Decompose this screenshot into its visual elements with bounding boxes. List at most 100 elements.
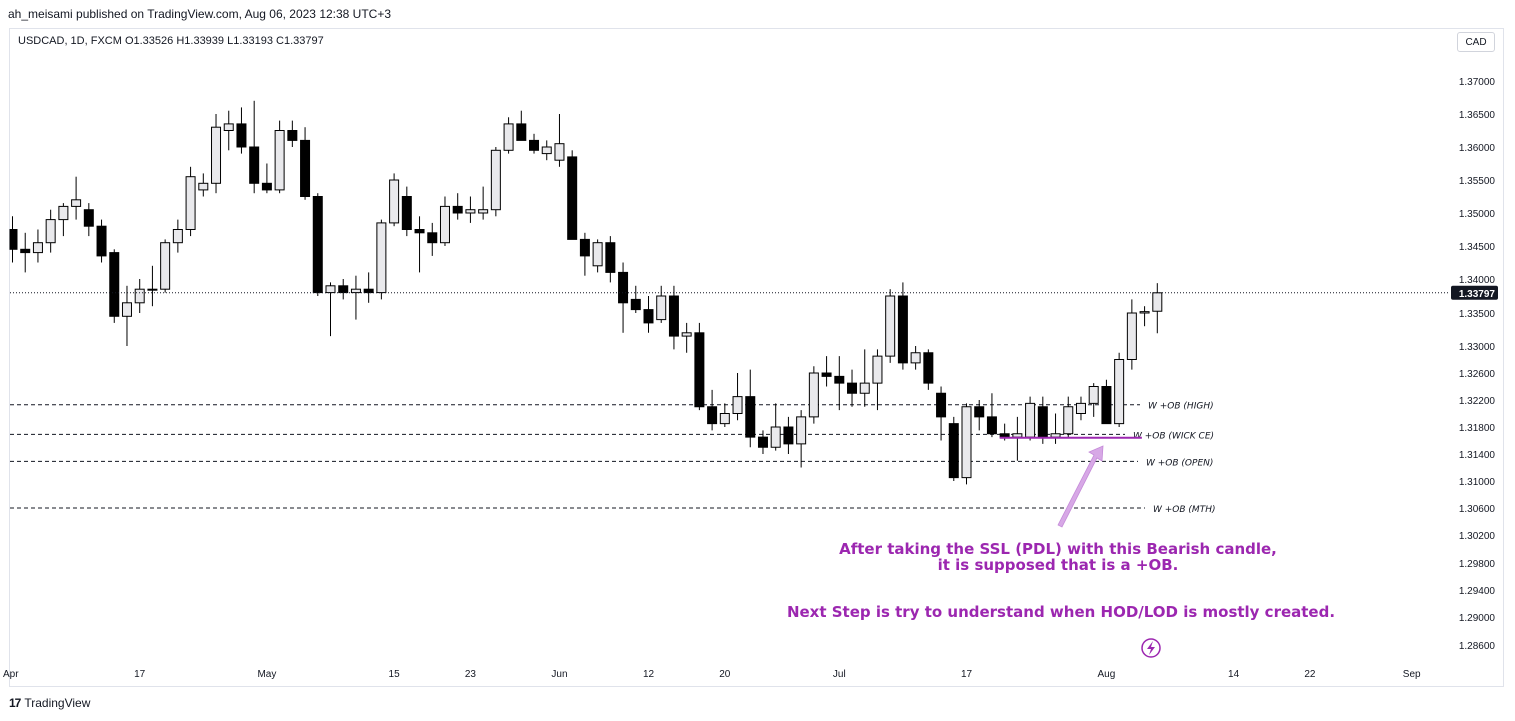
candle-body: [274, 130, 285, 191]
price-tick-label: 1.36000: [1459, 143, 1496, 154]
tradingview-logo-icon: 17: [9, 696, 21, 710]
candle-body: [999, 433, 1010, 438]
candle-body: [707, 406, 718, 425]
time-tick-label: 12: [643, 669, 655, 680]
candle-body: [872, 355, 883, 384]
candle-body: [109, 252, 120, 317]
candle: [516, 110, 527, 141]
candle-body: [96, 225, 107, 257]
candle-body: [1126, 312, 1137, 360]
candle-body: [1037, 406, 1048, 438]
candle-body: [656, 295, 667, 321]
candle-body: [618, 271, 629, 304]
candle: [312, 193, 323, 296]
price-tick-label: 1.29400: [1459, 586, 1496, 597]
price-tick-label: 1.29800: [1459, 559, 1496, 570]
candle-body: [732, 396, 743, 414]
candle: [363, 272, 374, 303]
candle-body: [376, 222, 387, 294]
candle-body: [694, 332, 705, 408]
price-tick-label: 1.28600: [1459, 641, 1496, 652]
candle-body: [821, 372, 832, 377]
candle: [414, 216, 425, 273]
candle: [1101, 379, 1112, 425]
price-tick-label: 1.29000: [1459, 613, 1496, 624]
candle-body: [478, 209, 489, 214]
candle-body: [300, 139, 311, 197]
candle: [808, 366, 819, 424]
candles: [9, 100, 1163, 485]
candle: [134, 279, 145, 313]
candle: [147, 265, 158, 307]
time-tick-label: 23: [465, 669, 477, 680]
candle: [936, 386, 947, 441]
tradingview-logo[interactable]: 17 TradingView: [9, 696, 90, 710]
candle: [1037, 396, 1048, 444]
candle: [71, 176, 82, 220]
time-tick-label: 22: [1304, 669, 1316, 680]
time-tick-label: 14: [1228, 669, 1240, 680]
price-tick-label: 1.34000: [1459, 275, 1496, 286]
candle-body: [770, 426, 781, 448]
candle-body: [211, 126, 222, 184]
candle: [452, 193, 463, 220]
candle-body: [83, 209, 94, 227]
candle-body: [325, 285, 336, 294]
lightning-icon: [1141, 638, 1161, 658]
level-label: W +OB (OPEN): [1146, 458, 1213, 468]
candle: [1075, 396, 1086, 421]
candle-body: [757, 436, 768, 448]
candle-body: [160, 242, 171, 290]
overlays: After taking the SSL (PDL) with this Bea…: [10, 292, 1448, 658]
candle-body: [261, 182, 272, 191]
candle-body: [9, 229, 18, 250]
candle-body: [936, 392, 947, 418]
candle: [287, 120, 298, 147]
annotation-text: After taking the SSL (PDL) with this Bea…: [839, 540, 1277, 558]
candle: [961, 403, 972, 485]
chart-frame: [9, 28, 1504, 687]
tradingview-logo-text: TradingView: [24, 696, 91, 710]
candle: [910, 346, 921, 370]
candle: [109, 249, 120, 323]
candle: [554, 114, 565, 167]
candle: [338, 279, 349, 300]
candle-body: [885, 295, 896, 357]
candle-body: [1075, 402, 1086, 414]
candle: [350, 275, 361, 320]
candle-body: [58, 205, 69, 221]
level-label: W +OB (WICK CE): [1133, 431, 1214, 441]
candle-body: [147, 288, 158, 291]
candle-body: [1101, 386, 1112, 425]
candle-body: [134, 288, 145, 304]
candle-body: [961, 406, 972, 479]
annotation-text: it is supposed that is a +OB.: [938, 556, 1179, 574]
candle: [948, 416, 959, 481]
candle: [783, 416, 794, 454]
candle: [567, 150, 578, 240]
candle-body: [1063, 406, 1074, 435]
candle-body: [1152, 292, 1163, 312]
candle-body: [783, 426, 794, 445]
candle: [986, 393, 997, 438]
candle-body: [490, 149, 501, 211]
candle-body: [452, 205, 463, 214]
candle-body: [20, 248, 31, 254]
candle: [732, 373, 743, 421]
candle-body: [465, 209, 476, 214]
candle: [490, 147, 501, 217]
candle: [198, 173, 209, 197]
price-tick-label: 1.31400: [1459, 450, 1496, 461]
candle-body: [529, 139, 540, 151]
currency-button[interactable]: CAD: [1457, 32, 1495, 52]
candle: [1126, 299, 1137, 370]
candle: [1050, 413, 1061, 444]
price-tick-label: 1.33500: [1459, 309, 1496, 320]
candle-body: [1050, 433, 1061, 438]
price-tick-label: 1.33000: [1459, 342, 1496, 353]
time-tick-label: 15: [389, 669, 401, 680]
candle-body: [948, 423, 959, 479]
candle: [541, 140, 552, 161]
candle: [45, 209, 56, 253]
